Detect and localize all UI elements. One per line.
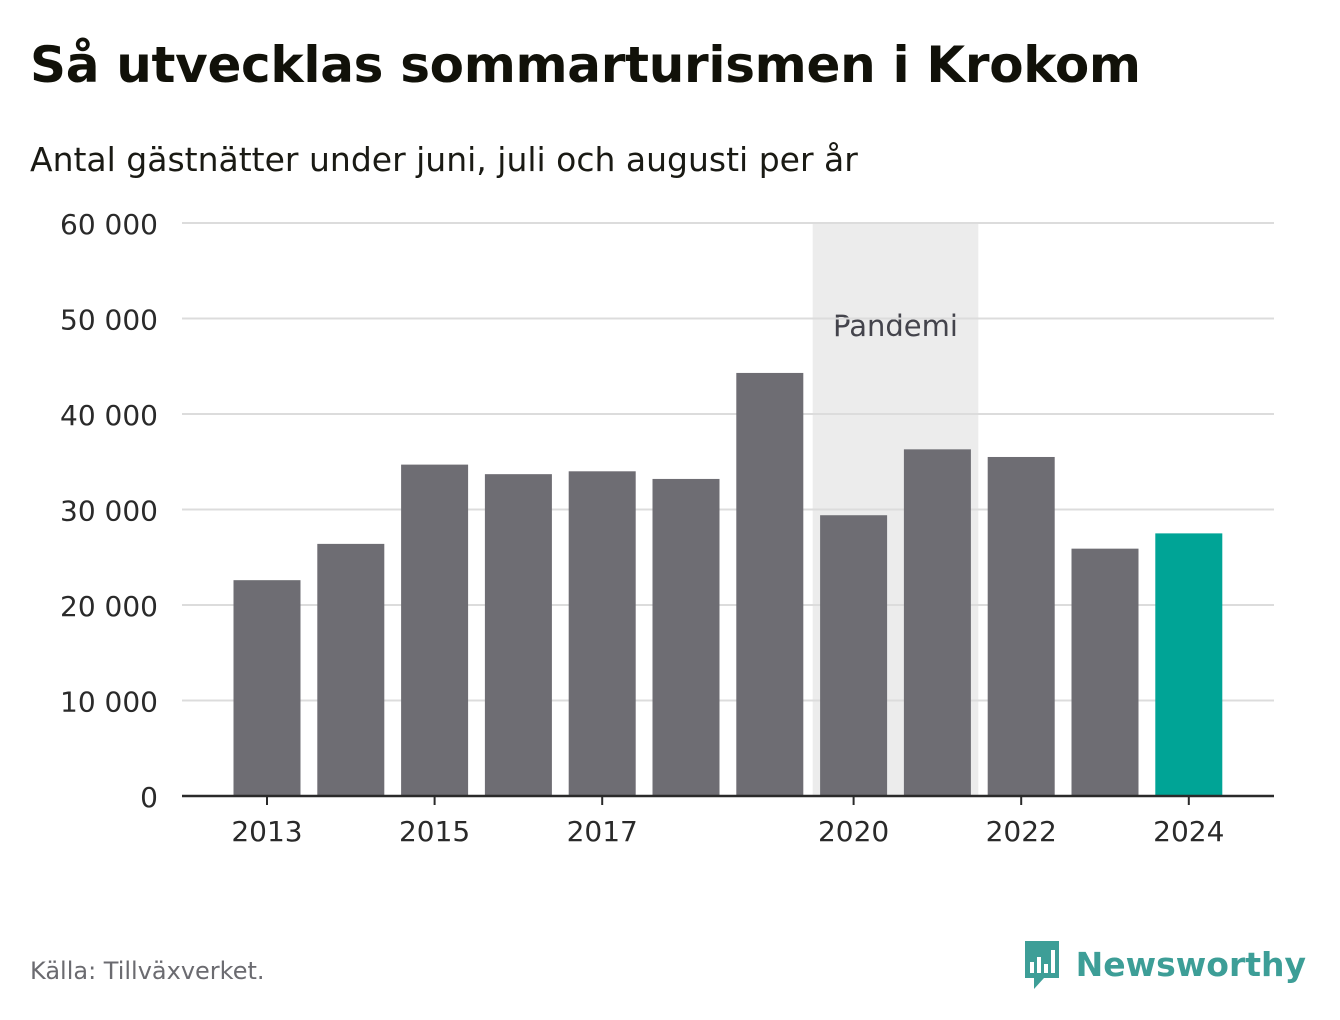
brand-name: Newsworthy [1075,945,1306,984]
y-tick-label: 10 000 [60,686,158,719]
x-tick-label: 2022 [986,815,1057,848]
bar-2023 [1071,548,1139,796]
y-tick-label: 40 000 [60,399,158,432]
bar-2021 [903,449,971,796]
bar-2016 [484,474,552,796]
bar-chart: Pandemi 0 10 000 20 000 30 000 40 000 50 000 60… [60,208,1274,848]
bar-2022 [987,456,1055,796]
y-tick-label: 30 000 [60,495,158,528]
x-tick-label: 2017 [567,815,638,848]
brand-logo: Newsworthy [1022,938,1306,992]
bar-2015 [401,464,469,796]
y-tick-label: 0 [140,781,158,814]
y-tick-label: 50 000 [60,304,158,337]
chart-title: Så utvecklas sommarturismen i Krokom [30,36,1141,94]
newsworthy-bar-chart-icon [1024,941,1059,989]
bar-2018 [652,478,720,796]
pandemic-band-label: Pandemi [833,309,958,343]
bar-2017 [568,471,636,796]
bar-2020 [820,515,888,796]
bar-2013 [233,580,301,796]
source-note: Källa: Tillväxverket. [30,957,265,985]
chart-subtitle: Antal gästnätter under juni, juli och au… [30,140,858,179]
bar-2019 [736,372,804,796]
x-tick-label: 2013 [231,815,302,848]
bar-2024 [1155,533,1223,796]
x-tick-label: 2020 [818,815,889,848]
x-tick-label: 2024 [1153,815,1224,848]
y-tick-label: 60 000 [60,208,158,241]
x-tick-label: 2015 [399,815,470,848]
bar-2014 [317,543,385,796]
y-tick-label: 20 000 [60,590,158,623]
